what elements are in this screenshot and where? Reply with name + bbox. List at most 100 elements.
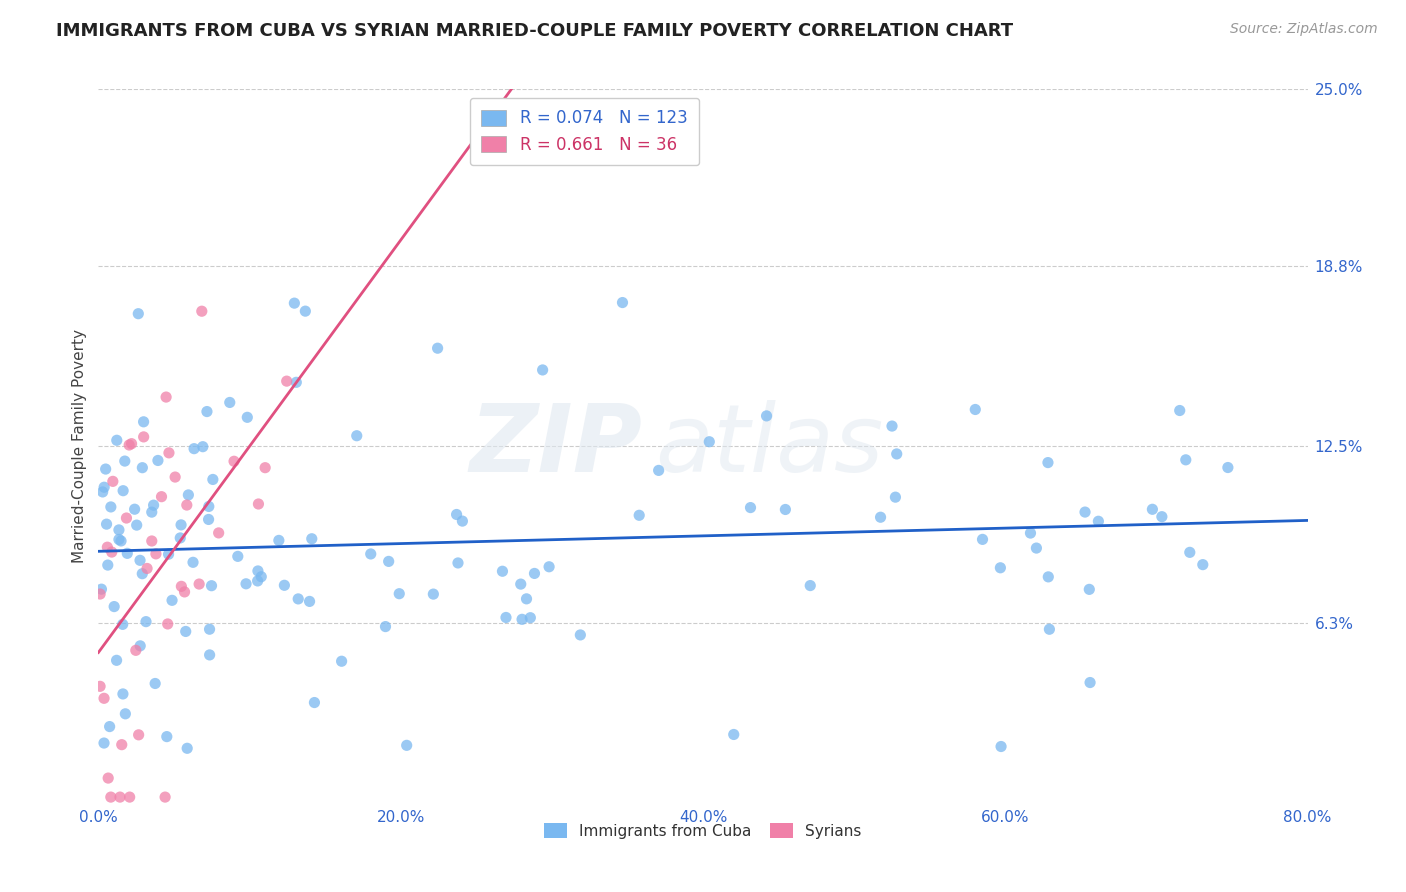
Point	[287, 591, 309, 606]
Point	[169, 531, 191, 545]
Point	[246, 564, 269, 578]
Y-axis label: Married-Couple Family Poverty: Married-Couple Family Poverty	[72, 329, 87, 563]
Point	[451, 514, 474, 528]
Point	[118, 790, 141, 805]
Point	[124, 502, 146, 516]
Point	[195, 404, 218, 418]
Point	[298, 594, 321, 608]
Point	[143, 676, 166, 690]
Text: ZIP: ZIP	[470, 400, 643, 492]
Point	[198, 500, 221, 514]
Point	[170, 517, 193, 532]
Point	[510, 612, 533, 626]
Point	[374, 619, 396, 633]
Point	[222, 454, 245, 468]
Point	[132, 430, 155, 444]
Point	[254, 460, 277, 475]
Point	[91, 485, 114, 500]
Point	[1087, 514, 1109, 528]
Point	[775, 502, 797, 516]
Point	[111, 617, 134, 632]
Point	[273, 578, 295, 592]
Point	[156, 730, 179, 744]
Point	[142, 498, 165, 512]
Point	[886, 447, 908, 461]
Point	[1038, 622, 1060, 636]
Point	[236, 410, 259, 425]
Point	[157, 446, 180, 460]
Point	[990, 739, 1012, 754]
Point	[218, 395, 240, 409]
Point	[1074, 505, 1097, 519]
Point	[301, 532, 323, 546]
Point	[108, 790, 131, 805]
Point	[294, 304, 316, 318]
Point	[89, 587, 111, 601]
Point	[100, 790, 122, 805]
Point	[96, 517, 118, 532]
Point	[108, 523, 131, 537]
Point	[1019, 526, 1042, 541]
Point	[94, 462, 117, 476]
Point	[1168, 403, 1191, 417]
Point	[125, 643, 148, 657]
Point	[426, 341, 449, 355]
Point	[972, 533, 994, 547]
Point	[755, 409, 778, 423]
Point	[1191, 558, 1213, 572]
Point	[1216, 460, 1239, 475]
Point	[198, 648, 221, 662]
Point	[447, 556, 470, 570]
Point	[118, 438, 141, 452]
Point	[135, 615, 157, 629]
Point	[112, 483, 135, 498]
Point	[283, 296, 305, 310]
Point	[198, 622, 221, 636]
Point	[146, 453, 169, 467]
Point	[1178, 545, 1201, 559]
Point	[246, 574, 269, 588]
Point	[267, 533, 290, 548]
Point	[1078, 582, 1101, 597]
Point	[93, 736, 115, 750]
Point	[160, 593, 183, 607]
Point	[136, 561, 159, 575]
Point	[155, 390, 177, 404]
Point	[150, 490, 173, 504]
Point	[869, 510, 891, 524]
Point	[360, 547, 382, 561]
Text: IMMIGRANTS FROM CUBA VS SYRIAN MARRIED-COUPLE FAMILY POVERTY CORRELATION CHART: IMMIGRANTS FROM CUBA VS SYRIAN MARRIED-C…	[56, 22, 1014, 40]
Text: atlas: atlas	[655, 401, 883, 491]
Point	[377, 554, 399, 568]
Point	[103, 599, 125, 614]
Point	[97, 771, 120, 785]
Point	[121, 436, 143, 450]
Point	[628, 508, 651, 523]
Point	[191, 440, 214, 454]
Point	[647, 463, 669, 477]
Point	[1025, 541, 1047, 555]
Point	[388, 587, 411, 601]
Point	[145, 547, 167, 561]
Point	[170, 579, 193, 593]
Point	[111, 738, 134, 752]
Point	[110, 533, 132, 548]
Point	[531, 363, 554, 377]
Point	[523, 566, 546, 581]
Point	[250, 570, 273, 584]
Point	[183, 442, 205, 456]
Point	[330, 654, 353, 668]
Point	[799, 578, 821, 592]
Point	[1150, 509, 1173, 524]
Point	[965, 402, 987, 417]
Point	[201, 473, 224, 487]
Point	[740, 500, 762, 515]
Point	[129, 639, 152, 653]
Point	[569, 628, 592, 642]
Point	[98, 720, 121, 734]
Point	[97, 558, 120, 572]
Point	[111, 687, 134, 701]
Point	[884, 490, 907, 504]
Point	[131, 566, 153, 581]
Point	[697, 434, 720, 449]
